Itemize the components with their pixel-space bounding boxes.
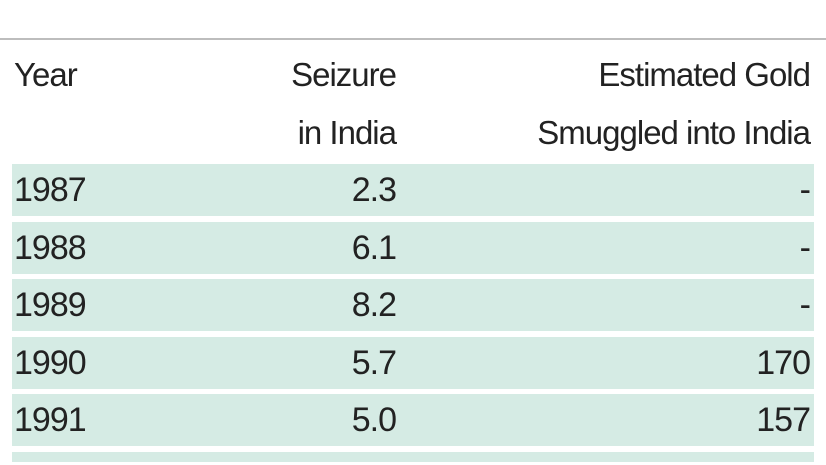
table-cell: -	[799, 228, 811, 267]
table-cell: 1990	[14, 343, 87, 382]
row-band	[12, 451, 814, 462]
table-cell: -	[799, 171, 811, 209]
table-cell: -	[799, 286, 811, 324]
row-band	[12, 164, 814, 216]
header-cell: Estimated Gold	[598, 56, 811, 93]
table-cell: 170	[756, 343, 811, 382]
header-cell: Seizure	[291, 56, 397, 93]
row-band	[12, 279, 814, 331]
header-cell: in India	[297, 114, 397, 151]
table-cell: 157	[756, 401, 811, 439]
row-band	[12, 336, 814, 389]
row-band	[12, 394, 814, 446]
table-cell: 5.0	[351, 401, 397, 439]
table-cell: 2.3	[351, 171, 397, 209]
table-cell: 1991	[14, 401, 87, 439]
table-cell: 1987	[14, 171, 87, 209]
table-cell: 8.2	[351, 286, 397, 324]
top-rule	[0, 38, 826, 40]
table-cell: 5.7	[351, 343, 397, 382]
header-cell: Year	[14, 56, 78, 93]
table-cell: 1989	[14, 286, 87, 324]
header-cell: Smuggled into India	[537, 114, 811, 151]
table-cell: 1988	[14, 228, 87, 267]
table-cell: 6.1	[351, 228, 397, 267]
row-band	[12, 221, 814, 274]
